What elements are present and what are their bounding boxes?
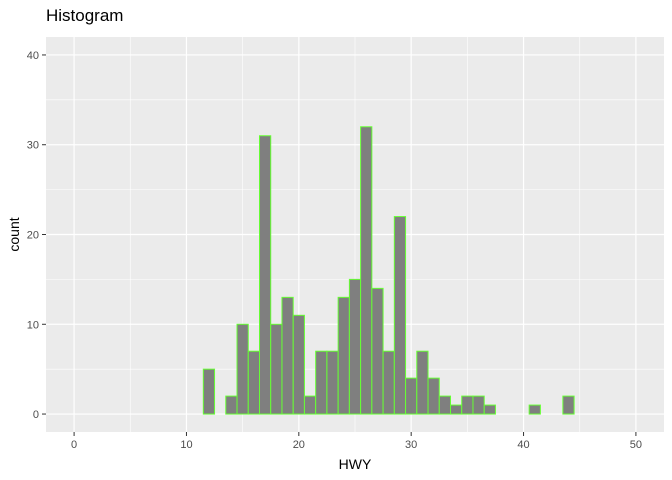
histogram-bar xyxy=(360,126,373,415)
y-tick-label: 30 xyxy=(27,140,39,152)
y-axis-title: count xyxy=(6,217,22,251)
histogram-bar xyxy=(337,296,350,415)
histogram-bar xyxy=(562,395,575,415)
x-tick-label: 40 xyxy=(517,439,529,451)
histogram-bar xyxy=(438,395,452,415)
chart-title: Histogram xyxy=(46,6,124,25)
histogram-bar xyxy=(236,323,249,415)
histogram-bar xyxy=(472,395,485,415)
x-axis-title: HWY xyxy=(339,456,372,472)
histogram-bar xyxy=(292,314,305,415)
y-tick-label: 20 xyxy=(27,230,39,242)
histogram-bar xyxy=(450,404,463,415)
histogram-bar xyxy=(315,350,328,415)
x-tick-label: 0 xyxy=(71,439,77,451)
histogram-bars xyxy=(202,126,575,415)
histogram-bar xyxy=(348,278,362,415)
histogram-bar xyxy=(382,350,395,415)
histogram-bar xyxy=(427,377,440,415)
histogram-bar xyxy=(483,404,496,415)
y-tick-label: 0 xyxy=(33,409,39,421)
y-axis-ticks: 0 10 20 30 40 xyxy=(27,50,46,421)
y-tick-label: 10 xyxy=(27,319,39,331)
histogram-bar xyxy=(202,368,216,415)
histogram-bar xyxy=(247,350,260,415)
x-axis-ticks: 0 10 20 30 40 50 xyxy=(71,432,642,451)
histogram-bar xyxy=(303,395,317,415)
histogram-bar xyxy=(326,350,339,415)
histogram-bar xyxy=(461,395,474,415)
x-tick-label: 20 xyxy=(293,439,305,451)
histogram-bar xyxy=(258,135,272,415)
histogram-bar xyxy=(371,287,384,415)
histogram-bar xyxy=(528,404,541,415)
histogram-bar xyxy=(405,377,418,415)
x-tick-label: 50 xyxy=(630,439,642,451)
x-tick-label: 10 xyxy=(180,439,192,451)
x-tick-label: 30 xyxy=(405,439,417,451)
y-tick-label: 40 xyxy=(27,50,39,62)
histogram-bar xyxy=(393,216,407,415)
histogram-bar xyxy=(270,323,283,415)
histogram-bar xyxy=(225,395,238,415)
histogram-bar xyxy=(416,350,429,415)
histogram-bar xyxy=(281,296,294,415)
